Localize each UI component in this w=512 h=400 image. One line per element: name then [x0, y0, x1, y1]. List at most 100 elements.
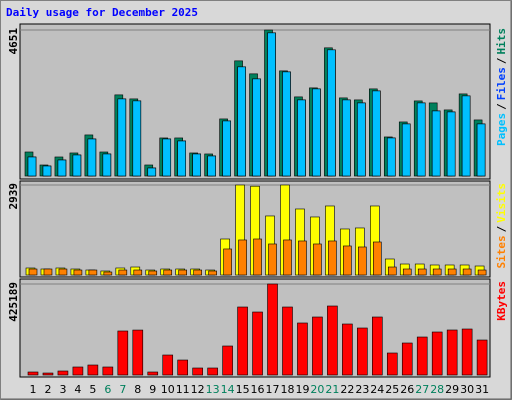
- bar: [117, 98, 127, 177]
- x-tick-label: 16: [251, 383, 265, 396]
- x-tick-label: 29: [445, 383, 459, 396]
- bar: [432, 268, 442, 276]
- x-tick-label: 18: [280, 383, 294, 396]
- x-tick-label: 8: [134, 383, 141, 396]
- bar: [27, 371, 39, 376]
- bar: [207, 367, 218, 376]
- bar: [57, 370, 69, 376]
- bar: [372, 90, 381, 177]
- x-tick-label: 17: [266, 383, 280, 396]
- x-tick-label: 9: [149, 383, 156, 396]
- bar: [193, 269, 202, 276]
- x-tick-label: 6: [104, 383, 111, 396]
- bar: [252, 78, 261, 177]
- bar: [252, 311, 263, 376]
- legend-entry: Pages: [495, 113, 508, 146]
- bar: [297, 99, 306, 177]
- bar: [72, 366, 84, 376]
- bar: [358, 246, 367, 276]
- bar: [476, 339, 488, 376]
- x-tick-label: 30: [460, 383, 474, 396]
- x-tick-label: 24: [370, 383, 384, 396]
- legend: KBytes: [495, 281, 508, 321]
- x-tick-label: 31: [475, 383, 489, 396]
- bar: [192, 367, 203, 376]
- bar: [58, 268, 68, 276]
- bar: [477, 269, 487, 276]
- bar: [268, 243, 277, 276]
- bar: [102, 153, 112, 177]
- bar: [327, 49, 336, 177]
- bar: [283, 239, 292, 276]
- x-tick-label: 2: [44, 383, 51, 396]
- bar: [222, 345, 233, 376]
- bar: [177, 359, 188, 376]
- bar: [238, 239, 247, 276]
- bar: [147, 167, 157, 177]
- bar: [386, 352, 398, 376]
- x-tick-label: 22: [340, 383, 354, 396]
- legend: Sites / Visits: [495, 183, 508, 269]
- bar: [87, 138, 97, 177]
- bar: [416, 336, 428, 376]
- bar: [267, 283, 278, 376]
- bar: [298, 240, 307, 276]
- x-tick-label: 23: [355, 383, 369, 396]
- bar: [462, 268, 472, 276]
- bar: [431, 331, 443, 376]
- x-tick-label: 10: [161, 383, 175, 396]
- bar: [431, 110, 441, 177]
- legend-separator: /: [495, 57, 508, 64]
- y-tick-label: 4651: [7, 28, 20, 55]
- bar: [73, 269, 83, 276]
- y-tick-label: 2939: [7, 183, 20, 210]
- bar: [342, 99, 351, 177]
- x-tick-label: 5: [89, 383, 96, 396]
- bar: [297, 322, 308, 376]
- bar: [43, 268, 53, 276]
- x-tick-label: 27: [415, 383, 429, 396]
- legend: Pages / Files / Hits: [495, 28, 508, 146]
- legend-entry: Visits: [495, 183, 508, 223]
- bar: [461, 328, 473, 376]
- bar: [386, 137, 396, 177]
- x-tick-label: 11: [176, 383, 190, 396]
- bar: [387, 266, 397, 276]
- bar: [342, 323, 353, 376]
- bar: [476, 123, 486, 177]
- x-tick-label: 7: [119, 383, 126, 396]
- bar: [327, 305, 338, 376]
- bar: [118, 269, 128, 276]
- bar: [313, 243, 322, 276]
- bar: [237, 306, 248, 376]
- x-tick-label: 21: [325, 383, 339, 396]
- legend-separator: /: [495, 103, 508, 110]
- bar: [208, 270, 217, 276]
- bar: [102, 366, 114, 376]
- bar: [267, 32, 276, 177]
- x-tick-label: 1: [30, 383, 37, 396]
- bar: [132, 329, 144, 376]
- bar: [57, 159, 67, 177]
- bar: [282, 71, 291, 177]
- bar: [88, 269, 98, 276]
- bar: [117, 330, 129, 376]
- bar: [163, 269, 173, 276]
- legend-entry: KBytes: [495, 281, 508, 321]
- x-tick-label: 14: [221, 383, 235, 396]
- y-tick-label: 425189: [7, 282, 20, 322]
- bar: [207, 155, 216, 177]
- bar: [148, 270, 158, 276]
- x-tick-label: 25: [385, 383, 399, 396]
- bar: [222, 120, 231, 177]
- bar: [461, 95, 471, 177]
- bar: [312, 316, 323, 376]
- bar: [237, 66, 246, 177]
- bar: [162, 138, 172, 177]
- bar: [253, 238, 262, 276]
- bar: [401, 342, 413, 376]
- x-tick-label: 13: [206, 383, 220, 396]
- bar: [87, 364, 99, 376]
- bar: [132, 100, 142, 177]
- bar: [328, 240, 337, 276]
